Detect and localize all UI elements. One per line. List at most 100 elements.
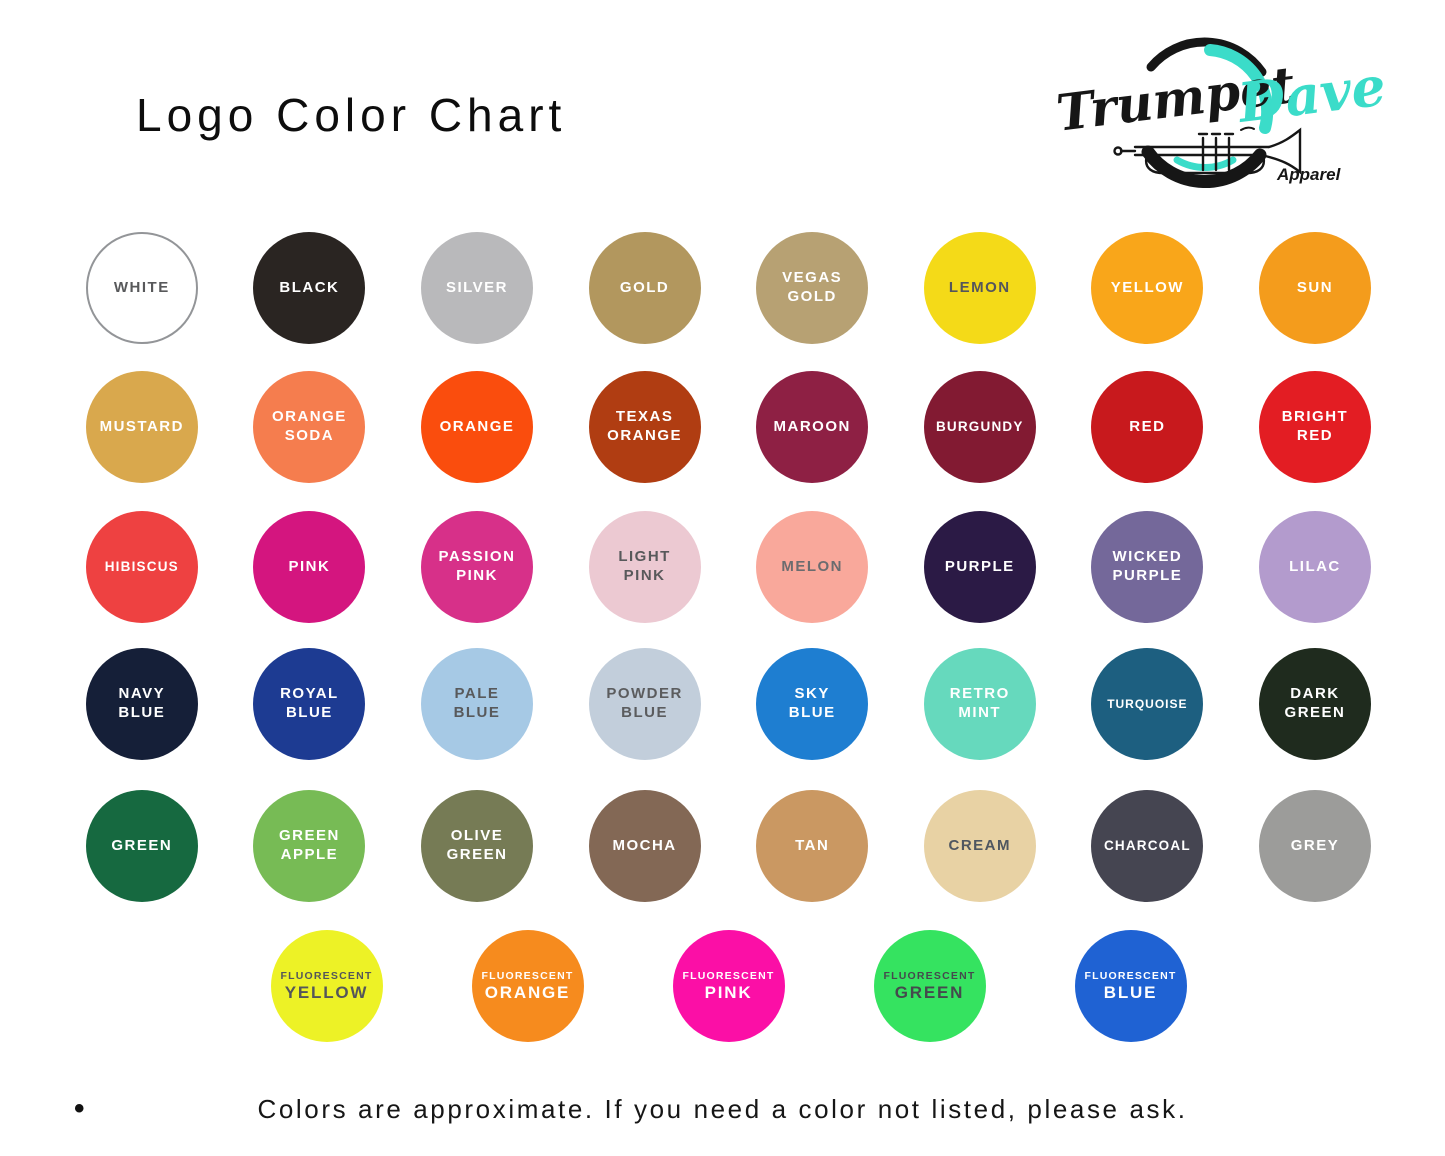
swatch-label: PINK bbox=[288, 557, 331, 575]
swatch-green: GREEN bbox=[85, 790, 198, 902]
swatch-pale-blue: PALE BLUE bbox=[420, 648, 533, 760]
swatch-fluorescent-orange: FLUORESCENT ORANGE bbox=[471, 930, 584, 1042]
swatch-orange-soda: ORANGE SODA bbox=[253, 371, 366, 483]
swatch-label: RED bbox=[1129, 417, 1166, 435]
swatch-label-top: FLUORESCENT bbox=[682, 969, 775, 982]
swatch-label: MAROON bbox=[773, 417, 851, 435]
swatch-pink: PINK bbox=[253, 511, 366, 623]
swatch-label-top: FLUORESCENT bbox=[883, 969, 976, 982]
logo-arc-top-teal bbox=[1204, 44, 1274, 134]
swatch-vegas-gold: VEGAS GOLD bbox=[756, 232, 869, 344]
logo-arc-top-black bbox=[1146, 37, 1267, 77]
swatch-light-pink: LIGHT PINK bbox=[588, 511, 701, 623]
swatch-label: NAVY BLUE bbox=[118, 685, 166, 721]
swatch-grey: GREY bbox=[1258, 790, 1371, 902]
swatch-silver: SILVER bbox=[420, 232, 533, 344]
swatch-label: GREEN bbox=[111, 836, 173, 854]
swatch-hibiscus: HIBISCUS bbox=[85, 511, 198, 623]
swatch-row: MUSTARD ORANGE SODA ORANGE TEXAS ORANGE MARO… bbox=[58, 371, 1399, 483]
swatch-fluorescent-blue: FLUORESCENT BLUE bbox=[1074, 930, 1187, 1042]
swatch-label: MOCHA bbox=[612, 836, 677, 854]
swatch-fluorescent-green: FLUORESCENT GREEN bbox=[873, 930, 986, 1042]
swatch-cream: CREAM bbox=[923, 790, 1036, 902]
swatch-label: PINK bbox=[704, 982, 753, 1002]
swatch-label: TAN bbox=[795, 836, 830, 854]
swatch-fluorescent-pink: FLUORESCENT PINK bbox=[672, 930, 785, 1042]
swatch-dark-green: DARK GREEN bbox=[1258, 648, 1371, 760]
swatch-label: WICKED PURPLE bbox=[1112, 548, 1183, 584]
swatch-lemon: LEMON bbox=[923, 232, 1036, 344]
footnote-bullet: • bbox=[74, 1092, 85, 1125]
swatch-melon: MELON bbox=[756, 511, 869, 623]
swatch-label: DARK GREEN bbox=[1284, 685, 1346, 721]
swatch-row: NAVY BLUE ROYAL BLUE PALE BLUE POWDER BLUE S… bbox=[58, 648, 1399, 760]
swatch-label: RETRO MINT bbox=[949, 685, 1010, 721]
page-title: Logo Color Chart bbox=[136, 89, 567, 141]
swatch-burgundy: BURGUNDY bbox=[923, 371, 1036, 483]
swatch-label: TURQUOISE bbox=[1107, 696, 1188, 711]
swatch-sky-blue: SKY BLUE bbox=[756, 648, 869, 760]
swatch-label: POWDER BLUE bbox=[606, 685, 683, 721]
swatch-row: FLUORESCENT YELLOW FLUORESCENT ORANGE FLUORE… bbox=[226, 930, 1231, 1042]
swatch-retro-mint: RETRO MINT bbox=[923, 648, 1036, 760]
logo-arc-bottom-black bbox=[1141, 145, 1267, 189]
swatch-maroon: MAROON bbox=[756, 371, 869, 483]
swatch-label-top: FLUORESCENT bbox=[280, 969, 373, 982]
swatch-orange: ORANGE bbox=[420, 371, 533, 483]
swatch-label: MUSTARD bbox=[99, 417, 184, 435]
swatch-label: SKY BLUE bbox=[788, 685, 836, 721]
swatch-label: BURGUNDY bbox=[935, 418, 1024, 434]
brand-logo-graphic: Trumpet Dave Apparel bbox=[1053, 37, 1389, 189]
swatch-label: TEXAS ORANGE bbox=[607, 408, 682, 444]
swatch-bright-red: BRIGHT RED bbox=[1258, 371, 1371, 483]
swatch-label: BRIGHT RED bbox=[1281, 408, 1349, 444]
swatch-lilac: LILAC bbox=[1258, 511, 1371, 623]
swatch-label: GREEN APPLE bbox=[278, 827, 340, 863]
swatch-label: WHITE bbox=[113, 278, 170, 296]
swatch-green-apple: GREEN APPLE bbox=[253, 790, 366, 902]
trumpet-icon bbox=[1113, 126, 1302, 175]
swatch-navy-blue: NAVY BLUE bbox=[85, 648, 198, 760]
swatch-label: ORANGE SODA bbox=[271, 408, 347, 444]
swatch-label: PASSION PINK bbox=[438, 548, 516, 584]
swatch-label: LIGHT PINK bbox=[618, 548, 671, 584]
swatch-label: LEMON bbox=[948, 278, 1011, 296]
swatch-label: PALE BLUE bbox=[453, 685, 501, 721]
swatch-label: YELLOW bbox=[1110, 278, 1184, 296]
swatch-white: WHITE bbox=[85, 232, 198, 344]
swatch-label: VEGAS GOLD bbox=[782, 269, 843, 305]
swatch-label-top: FLUORESCENT bbox=[481, 969, 574, 982]
swatch-yellow: YELLOW bbox=[1091, 232, 1204, 344]
swatch-passion-pink: PASSION PINK bbox=[420, 511, 533, 623]
swatch-fluorescent-yellow: FLUORESCENT YELLOW bbox=[270, 930, 383, 1042]
swatch-olive-green: OLIVE GREEN bbox=[420, 790, 533, 902]
swatch-label: ORANGE bbox=[484, 982, 571, 1002]
swatch-powder-blue: POWDER BLUE bbox=[588, 648, 701, 760]
swatch-label: BLUE bbox=[1103, 982, 1158, 1002]
swatch-label: GREY bbox=[1290, 836, 1340, 854]
swatch-label: ORANGE bbox=[439, 417, 515, 435]
swatch-wicked-purple: WICKED PURPLE bbox=[1091, 511, 1204, 623]
logo-arc-bottom-teal bbox=[1173, 156, 1237, 171]
swatch-black: BLACK bbox=[253, 232, 366, 344]
swatch-texas-orange: TEXAS ORANGE bbox=[588, 371, 701, 483]
swatch-turquoise: TURQUOISE bbox=[1091, 648, 1204, 760]
swatch-mocha: MOCHA bbox=[588, 790, 701, 902]
swatch-label: ROYAL BLUE bbox=[280, 685, 339, 721]
swatch-label: GOLD bbox=[619, 278, 670, 296]
footnote-text: Colors are approximate. If you need a co… bbox=[257, 1094, 1188, 1124]
swatch-gold: GOLD bbox=[588, 232, 701, 344]
swatch-label: YELLOW bbox=[284, 982, 369, 1002]
brand-logo: Trumpet Dave Apparel bbox=[1053, 24, 1389, 204]
swatch-label: SUN bbox=[1296, 278, 1334, 296]
swatch-label: BLACK bbox=[279, 278, 340, 296]
swatch-label: GREEN bbox=[894, 982, 965, 1002]
swatch-label: LILAC bbox=[1289, 557, 1341, 575]
swatch-royal-blue: ROYAL BLUE bbox=[253, 648, 366, 760]
swatch-label: MELON bbox=[781, 557, 843, 575]
logo-word-apparel: Apparel bbox=[1276, 165, 1342, 184]
swatch-mustard: MUSTARD bbox=[85, 371, 198, 483]
swatch-label: CREAM bbox=[948, 836, 1012, 854]
swatch-row: HIBISCUS PINK PASSION PINK LIGHT PINK MELON P… bbox=[58, 511, 1399, 623]
